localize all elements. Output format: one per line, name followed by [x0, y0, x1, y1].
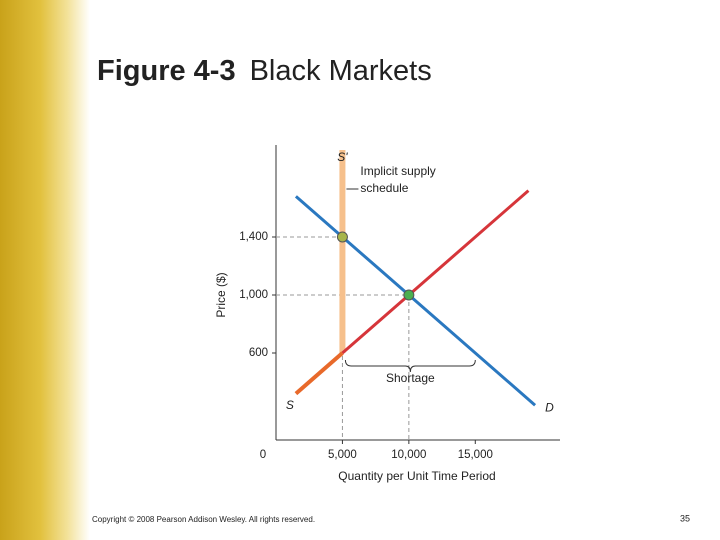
shortage-brace	[344, 359, 476, 373]
annotation: schedule	[360, 181, 408, 195]
copyright: Copyright © 2008 Pearson Addison Wesley.…	[92, 515, 315, 524]
x-axis-label: Quantity per Unit Time Period	[338, 469, 495, 483]
y-tick-label: 1,000	[239, 289, 268, 301]
y-tick-label: 600	[249, 347, 268, 359]
y-tick-label: 1,400	[239, 231, 268, 243]
subtitle: Black Markets	[250, 55, 432, 87]
equilibrium-point	[403, 289, 415, 301]
supply-line	[294, 351, 344, 396]
x-tick-label: 0	[260, 449, 266, 461]
demand-line	[294, 195, 537, 407]
annotation: Implicit supply	[360, 164, 435, 178]
series-label: S	[286, 398, 294, 412]
title: Figure 4-3	[97, 55, 236, 87]
chart-title: Figure 4-3 Black Markets	[97, 55, 432, 87]
x-tick-label: 10,000	[391, 449, 426, 461]
shortage-label: Shortage	[386, 371, 435, 385]
y-axis-label: Price ($)	[214, 272, 228, 317]
equilibrium-point	[336, 231, 348, 243]
x-tick-label: 5,000	[328, 449, 357, 461]
supply-line	[341, 189, 530, 355]
series-label: S'	[337, 150, 348, 164]
decorative-strip	[0, 0, 90, 540]
page-number: 35	[680, 513, 690, 523]
x-tick-label: 15,000	[458, 449, 493, 461]
series-label: D	[545, 400, 554, 414]
